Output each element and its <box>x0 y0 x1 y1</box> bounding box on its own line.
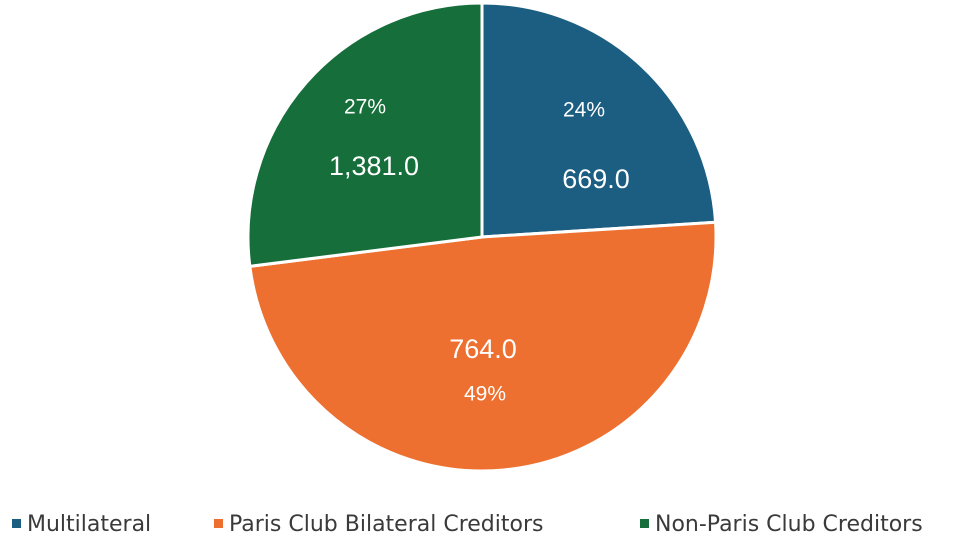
legend-label: Multilateral <box>27 512 151 537</box>
pie-slice <box>480 1 718 239</box>
legend-label: Non-Paris Club Creditors <box>655 512 923 537</box>
pie-slice <box>246 1 484 269</box>
percent-label: 27% <box>344 96 386 119</box>
legend-label: Paris Club Bilateral Creditors <box>229 512 543 537</box>
pie-slice <box>248 220 718 473</box>
amount-label: 764.0 <box>449 334 517 364</box>
legend-swatch <box>12 519 21 528</box>
amount-label: 669.0 <box>562 164 630 194</box>
percent-label: 49% <box>464 383 506 406</box>
legend-swatch <box>214 519 223 528</box>
amount-label: 1,381.0 <box>329 151 419 181</box>
legend-swatch <box>640 519 649 528</box>
percent-label: 24% <box>563 99 605 122</box>
